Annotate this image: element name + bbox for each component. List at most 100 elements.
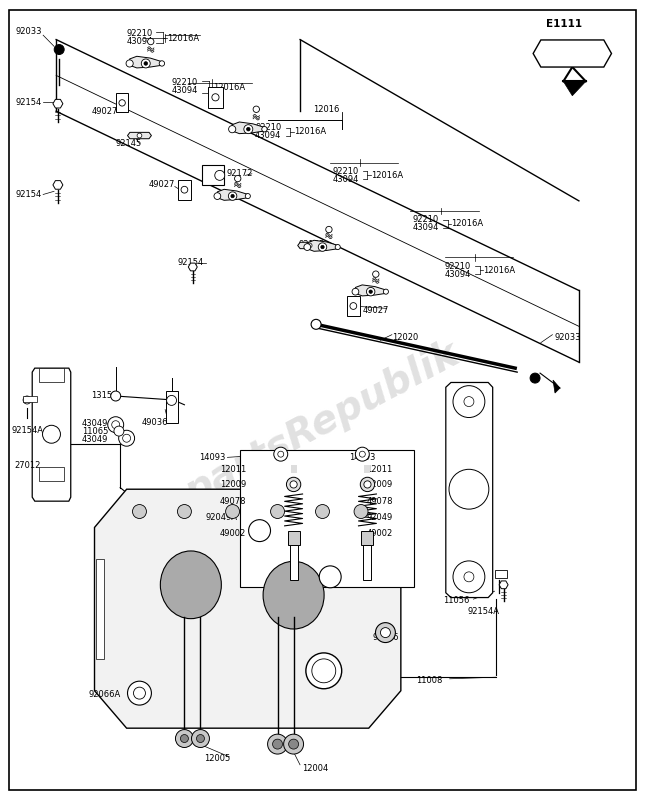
Circle shape: [383, 289, 388, 294]
Polygon shape: [217, 190, 248, 200]
Circle shape: [148, 38, 154, 45]
Circle shape: [43, 426, 61, 443]
Circle shape: [134, 687, 145, 699]
Polygon shape: [128, 132, 152, 138]
Text: 92210: 92210: [172, 78, 198, 87]
Circle shape: [141, 59, 150, 68]
Circle shape: [228, 126, 236, 133]
Text: 92210: 92210: [255, 123, 281, 132]
Text: 12005: 12005: [204, 754, 230, 763]
Polygon shape: [130, 56, 162, 68]
Text: 49036: 49036: [141, 418, 168, 427]
Bar: [364, 545, 372, 581]
Polygon shape: [563, 82, 586, 96]
Text: 12016A: 12016A: [213, 83, 246, 92]
Circle shape: [137, 133, 142, 138]
Text: 12011: 12011: [366, 465, 392, 474]
Text: 92145: 92145: [115, 139, 142, 148]
Circle shape: [114, 426, 124, 436]
Circle shape: [286, 478, 301, 492]
Text: 92172: 92172: [226, 170, 253, 178]
Circle shape: [350, 302, 357, 310]
Circle shape: [319, 566, 341, 588]
Circle shape: [373, 271, 379, 278]
Circle shape: [23, 396, 31, 404]
Circle shape: [244, 125, 253, 134]
Circle shape: [192, 730, 210, 747]
Text: 92154: 92154: [15, 190, 42, 199]
Circle shape: [270, 505, 284, 518]
Circle shape: [215, 170, 224, 180]
Text: A: A: [256, 526, 263, 535]
Circle shape: [119, 430, 135, 446]
Polygon shape: [232, 122, 264, 134]
Bar: [290, 545, 297, 581]
Circle shape: [273, 447, 288, 461]
Bar: [39, 467, 64, 482]
Ellipse shape: [161, 551, 221, 618]
Text: 92066: 92066: [373, 633, 399, 642]
Text: 49027: 49027: [92, 107, 117, 116]
Text: 49027: 49027: [362, 306, 389, 315]
Bar: [177, 179, 191, 200]
Circle shape: [212, 94, 219, 101]
Text: 92145: 92145: [298, 240, 324, 249]
Circle shape: [197, 734, 204, 742]
Circle shape: [123, 434, 130, 442]
Circle shape: [112, 421, 120, 429]
Bar: [288, 531, 299, 546]
Text: 92154: 92154: [178, 258, 204, 267]
Text: 13159: 13159: [92, 390, 117, 400]
Circle shape: [453, 561, 485, 593]
Text: 43094: 43094: [332, 175, 359, 184]
Circle shape: [312, 659, 336, 682]
Circle shape: [245, 194, 250, 198]
Circle shape: [119, 100, 125, 106]
Circle shape: [326, 226, 332, 233]
Text: 43094: 43094: [255, 131, 281, 140]
Text: 12016A: 12016A: [371, 171, 402, 180]
Circle shape: [288, 739, 299, 749]
Circle shape: [54, 45, 64, 54]
Circle shape: [248, 520, 270, 542]
Polygon shape: [355, 285, 386, 296]
Text: 49027: 49027: [149, 181, 175, 190]
Circle shape: [352, 288, 359, 295]
Text: 92033: 92033: [555, 334, 582, 342]
Polygon shape: [32, 368, 71, 501]
Text: 43094: 43094: [444, 270, 471, 278]
Bar: [495, 570, 506, 578]
Circle shape: [253, 106, 259, 113]
Text: 11056: 11056: [443, 596, 470, 606]
Text: 92154A: 92154A: [11, 426, 43, 434]
Text: 43094: 43094: [172, 86, 198, 95]
Text: 12016A: 12016A: [483, 266, 515, 274]
Text: A: A: [327, 572, 333, 582]
Circle shape: [306, 653, 342, 689]
Text: 92210: 92210: [126, 29, 153, 38]
Circle shape: [355, 447, 370, 461]
Text: 92049A: 92049A: [206, 514, 237, 522]
Polygon shape: [307, 240, 338, 251]
Text: 92154A: 92154A: [467, 606, 499, 615]
Ellipse shape: [263, 562, 324, 629]
Text: 92210: 92210: [332, 167, 359, 176]
Circle shape: [278, 451, 284, 457]
Circle shape: [364, 481, 371, 488]
Text: 92066A: 92066A: [88, 690, 121, 699]
Circle shape: [359, 451, 365, 457]
Circle shape: [246, 127, 250, 131]
Bar: [364, 466, 370, 474]
Circle shape: [375, 622, 395, 642]
Circle shape: [268, 734, 288, 754]
Circle shape: [464, 397, 474, 406]
Polygon shape: [533, 40, 611, 67]
Circle shape: [177, 505, 192, 518]
Text: 12016: 12016: [313, 105, 339, 114]
Text: 12020: 12020: [392, 334, 418, 342]
Circle shape: [144, 62, 148, 66]
Bar: [202, 166, 224, 186]
Circle shape: [228, 192, 237, 200]
Text: 92154: 92154: [15, 98, 42, 106]
Polygon shape: [499, 581, 508, 589]
